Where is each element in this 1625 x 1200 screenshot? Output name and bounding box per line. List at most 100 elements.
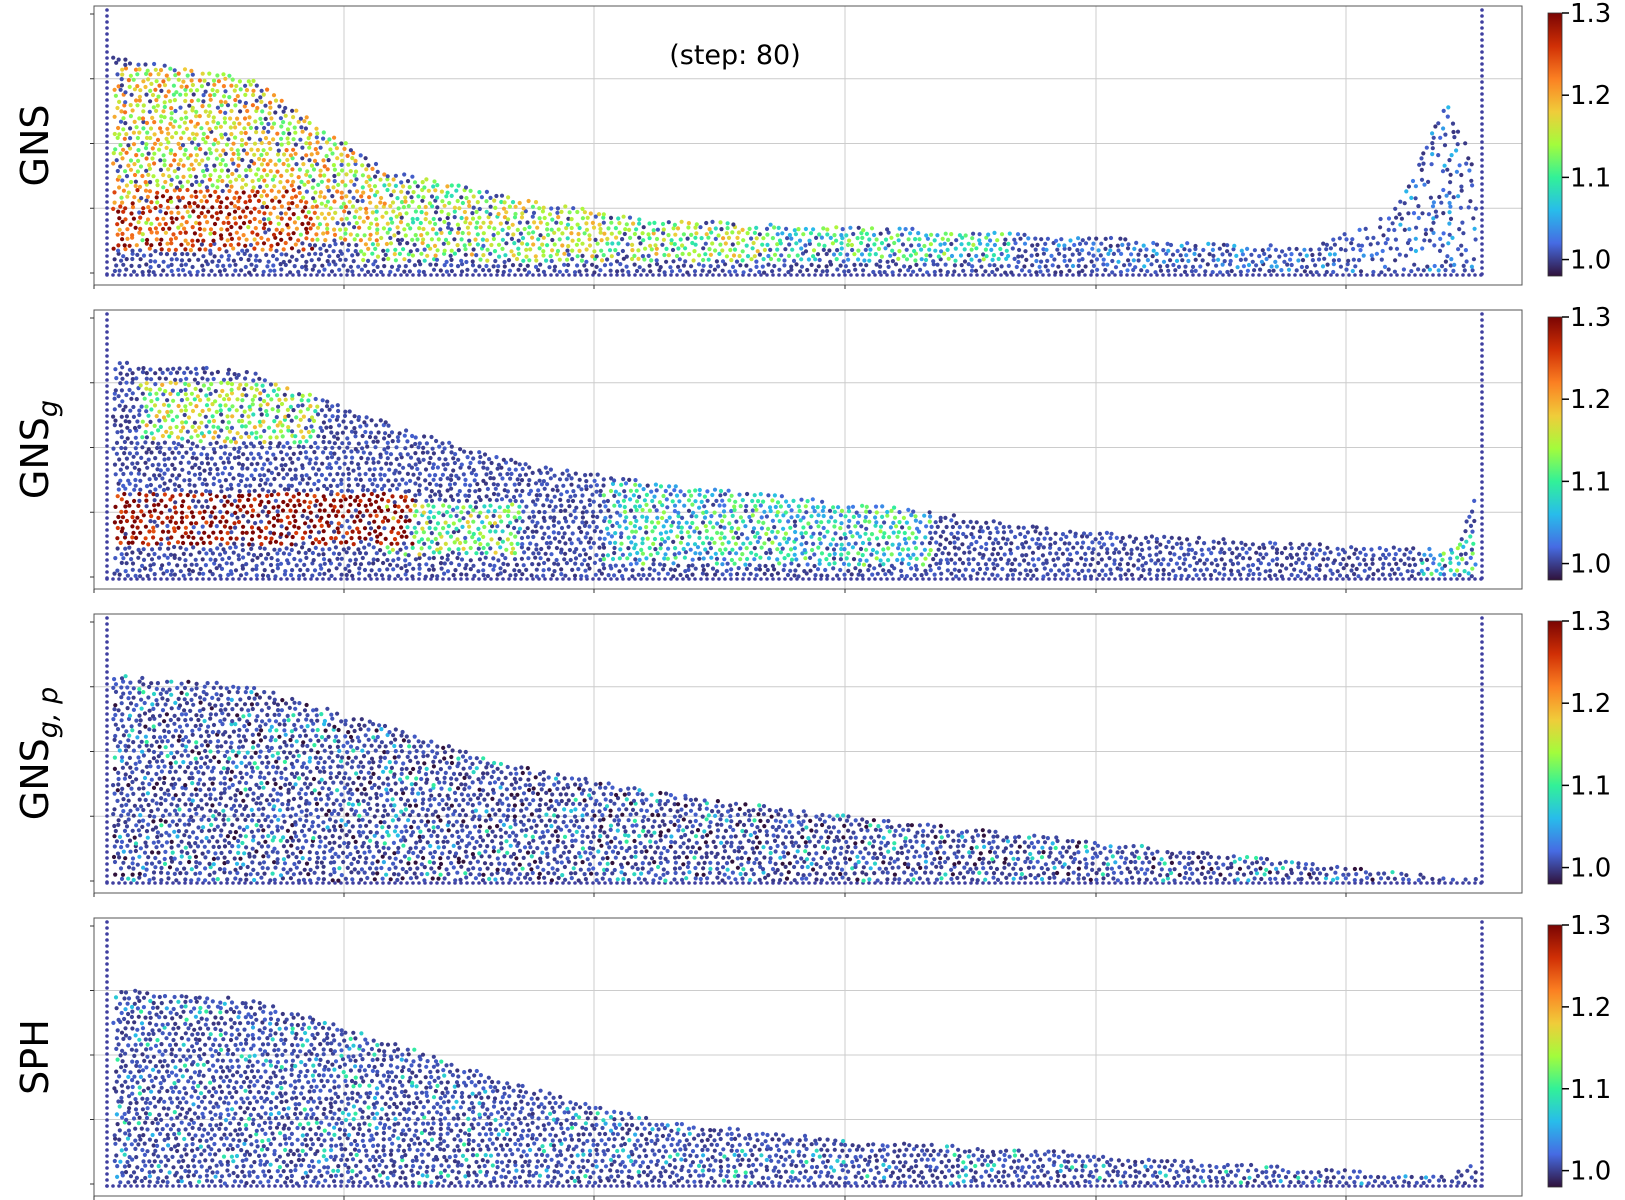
fluid-particle [300,221,305,227]
fluid-particle [208,97,213,102]
fluid-particle [183,247,188,252]
fluid-particle [218,124,223,129]
fluid-particle [1197,558,1203,563]
wall-particle [1239,273,1243,277]
fluid-particle [367,195,372,200]
fluid-particle [243,92,248,97]
fluid-particle [832,561,837,566]
fluid-particle [1317,247,1322,252]
fluid-particle [264,183,269,188]
fluid-particle [1296,557,1301,562]
fluid-particle [144,241,149,246]
wall-particle [345,577,349,581]
fluid-particle [622,231,627,237]
fluid-particle [1421,161,1426,166]
fluid-particle [396,230,401,235]
wall-particle [105,378,109,382]
fluid-particle [525,220,530,225]
fluid-particle [1427,267,1432,272]
fluid-particle [834,257,839,262]
fluid-particle [123,57,128,62]
fluid-particle [1379,270,1384,275]
fluid-particle [228,125,233,130]
fluid-particle [952,545,957,550]
fluid-particle [1076,258,1082,263]
wall-particle [105,444,109,448]
fluid-particle [162,83,168,88]
fluid-particle [1310,252,1315,258]
fluid-particle [1065,562,1070,567]
fluid-particle [237,121,242,126]
wall-particle [717,273,721,277]
fluid-particle [153,259,158,264]
fluid-particle [955,536,961,541]
fluid-particle [373,246,378,251]
fluid-particle [945,270,951,275]
fluid-particle [538,220,543,225]
fluid-particle [856,572,861,577]
fluid-particle [210,214,215,219]
fluid-particle [189,78,194,83]
fluid-particle [459,195,464,200]
fluid-particle [1105,262,1110,267]
fluid-particle [140,563,145,569]
fluid-particle [333,242,338,247]
fluid-particle [646,253,651,258]
fluid-particle [141,253,147,258]
fluid-particle [1014,264,1019,270]
fluid-particle [812,563,817,569]
fluid-particle [1466,156,1471,161]
fluid-particle [1274,562,1279,567]
fluid-particle [307,242,312,248]
fluid-particle [662,252,667,258]
fluid-particle [410,574,415,579]
fluid-particle [664,246,669,251]
wall-particle [105,176,109,180]
fluid-particle [1356,243,1361,248]
fluid-particle [653,243,658,248]
fluid-particle [1468,534,1473,539]
fluid-particle [449,263,454,268]
fluid-particle [281,109,286,114]
fluid-particle [1403,253,1409,258]
fluid-particle [128,158,134,163]
fluid-particle [1062,541,1067,546]
fluid-particle [515,227,520,232]
wall-particle [1149,273,1153,277]
fluid-particle [971,242,976,247]
fluid-particle [178,105,183,110]
fluid-particle [1468,199,1473,204]
fluid-particle [118,119,124,124]
fluid-particle [1114,535,1119,541]
fluid-particle [332,232,338,237]
fluid-particle [366,163,371,168]
fluid-particle [541,573,546,578]
fluid-particle [598,268,603,273]
fluid-particle [149,221,154,226]
fluid-particle [687,534,692,539]
fluid-particle [317,540,322,545]
fluid-particle [137,230,142,235]
fluid-particle [247,198,253,203]
fluid-particle [417,566,422,571]
fluid-particle [111,55,116,60]
fluid-particle [396,531,401,536]
fluid-particle [1470,183,1475,188]
fluid-particle [946,256,951,261]
fluid-particle [274,248,279,253]
fluid-particle [1201,572,1206,577]
fluid-particle [345,268,350,273]
fluid-particle [293,242,298,247]
fluid-particle [364,206,369,211]
fluid-particle [389,193,394,198]
fluid-particle [315,151,320,156]
fluid-particle [206,534,211,539]
fluid-particle [1048,542,1053,547]
wall-particle [951,273,955,277]
fluid-particle [754,552,759,557]
fluid-particle [159,247,164,252]
fluid-particle [665,556,671,561]
wall-particle [855,577,859,581]
fluid-particle [1168,242,1174,248]
fluid-particle [346,242,351,247]
